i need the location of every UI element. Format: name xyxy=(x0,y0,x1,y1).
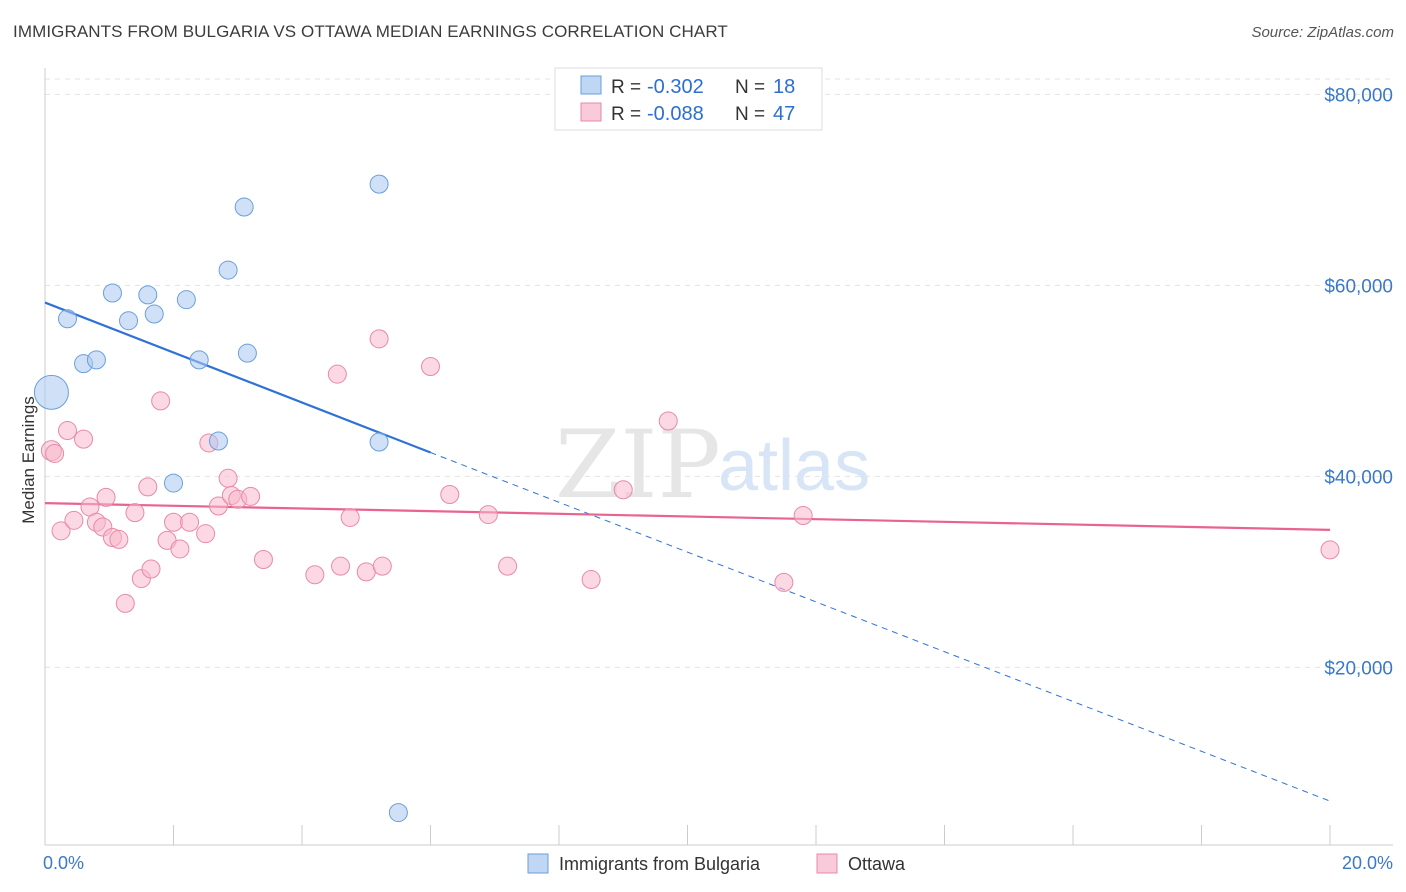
trend-line-1 xyxy=(44,502,1331,531)
point-series0-6 xyxy=(138,285,158,305)
point-series1-43 xyxy=(658,411,678,431)
watermark-zip: ZIP xyxy=(555,411,721,520)
point-series1-39 xyxy=(478,505,498,525)
y-tick-labels: $20,000 $40,000 $60,000 $80,000 xyxy=(1324,85,1393,679)
point-series1-44 xyxy=(774,572,794,592)
legend-bottom-label-0: Immigrants from Bulgaria xyxy=(559,854,761,874)
point-series0-9 xyxy=(189,350,209,370)
point-series1-32 xyxy=(331,556,351,576)
point-series1-31 xyxy=(327,364,347,384)
data-points xyxy=(33,174,1340,823)
watermark-atlas: atlas xyxy=(718,426,870,506)
point-series0-7 xyxy=(144,304,164,324)
x-tick-label-right: 20.0% xyxy=(1342,853,1393,873)
point-series1-13 xyxy=(125,503,145,523)
legend-bottom: Immigrants from Bulgaria Ottawa xyxy=(527,853,906,874)
watermark: ZIP atlas xyxy=(555,411,870,520)
legend-top-swatch-0 xyxy=(580,75,602,95)
point-series0-1 xyxy=(57,309,77,329)
point-series1-42 xyxy=(613,480,633,500)
legend-bottom-label-1: Ottawa xyxy=(848,854,906,874)
trend-line-extension-0 xyxy=(430,452,1331,802)
legend-bottom-swatch-0 xyxy=(527,853,549,874)
point-series1-11 xyxy=(109,529,129,549)
point-series1-15 xyxy=(138,477,158,497)
point-series1-35 xyxy=(372,556,392,576)
point-series1-36 xyxy=(369,329,389,349)
legend-top-swatch-1 xyxy=(580,102,602,122)
legend-top-n-value-1: 47 xyxy=(773,103,795,125)
point-series0-14 xyxy=(237,343,257,363)
legend-top-n-label-1: N = xyxy=(735,104,765,125)
y-tick-label-3: $80,000 xyxy=(1324,85,1393,106)
source-label: Source: ZipAtlas.com xyxy=(1251,24,1394,41)
point-series1-33 xyxy=(340,507,360,527)
legend-top-r-label-0: R = xyxy=(611,77,641,98)
point-series0-8 xyxy=(176,290,196,310)
point-series1-9 xyxy=(96,487,116,507)
x-tick-labels: 0.0% 20.0% xyxy=(43,853,1393,873)
chart-title: IMMIGRANTS FROM BULGARIA VS OTTAWA MEDIA… xyxy=(13,22,728,41)
point-series0-13 xyxy=(234,197,254,217)
point-series1-25 xyxy=(218,468,238,488)
point-series1-40 xyxy=(498,556,518,576)
legend-top-r-label-1: R = xyxy=(611,104,641,125)
grid-lines xyxy=(45,78,1393,668)
point-series1-45 xyxy=(793,506,813,526)
point-series1-19 xyxy=(164,512,183,532)
point-series0-5 xyxy=(119,311,139,331)
point-series1-28 xyxy=(241,486,261,506)
point-series1-2 xyxy=(51,521,71,541)
point-series0-4 xyxy=(102,283,122,303)
point-series0-16 xyxy=(369,432,389,452)
point-series1-3 xyxy=(57,421,77,441)
point-series0-17 xyxy=(388,803,408,823)
point-series0-3 xyxy=(86,350,106,370)
point-series1-24 xyxy=(208,496,228,516)
point-series1-1 xyxy=(45,443,65,463)
legend-top-r-value-0: -0.302 xyxy=(647,76,704,98)
trend-lines xyxy=(44,301,1331,802)
point-series1-29 xyxy=(253,549,273,569)
legend-top-n-value-0: 18 xyxy=(773,76,795,98)
point-series0-11 xyxy=(208,431,228,451)
point-series1-20 xyxy=(170,539,190,559)
y-tick-label-2: $60,000 xyxy=(1324,276,1393,297)
point-series1-16 xyxy=(141,559,161,579)
point-series0-12 xyxy=(218,260,238,280)
point-series0-10 xyxy=(164,473,183,493)
point-series1-30 xyxy=(305,565,325,585)
legend-bottom-swatch-1 xyxy=(816,853,838,874)
point-series1-34 xyxy=(356,562,376,582)
legend-top-n-label-0: N = xyxy=(735,77,765,98)
y-tick-label-1: $40,000 xyxy=(1324,467,1393,488)
point-series1-21 xyxy=(180,512,200,532)
point-series1-37 xyxy=(421,357,440,377)
y-tick-label-0: $20,000 xyxy=(1324,658,1393,679)
point-series1-46 xyxy=(1320,540,1340,560)
point-series1-22 xyxy=(196,524,216,544)
point-series0-15 xyxy=(369,174,389,194)
point-series1-41 xyxy=(581,570,601,590)
point-series1-17 xyxy=(151,391,171,411)
x-tick-label-left: 0.0% xyxy=(43,853,84,873)
legend-top: R = -0.302 N = 18 R = -0.088 N = 47 xyxy=(554,67,823,131)
legend-top-r-value-1: -0.088 xyxy=(647,103,704,125)
point-series0-0 xyxy=(33,374,69,410)
point-series1-5 xyxy=(74,429,94,449)
point-series1-12 xyxy=(115,593,135,613)
point-series1-38 xyxy=(440,485,460,505)
trend-line-0 xyxy=(44,301,431,454)
y-axis-label: Median Earnings xyxy=(19,396,38,524)
point-series1-4 xyxy=(64,510,84,530)
